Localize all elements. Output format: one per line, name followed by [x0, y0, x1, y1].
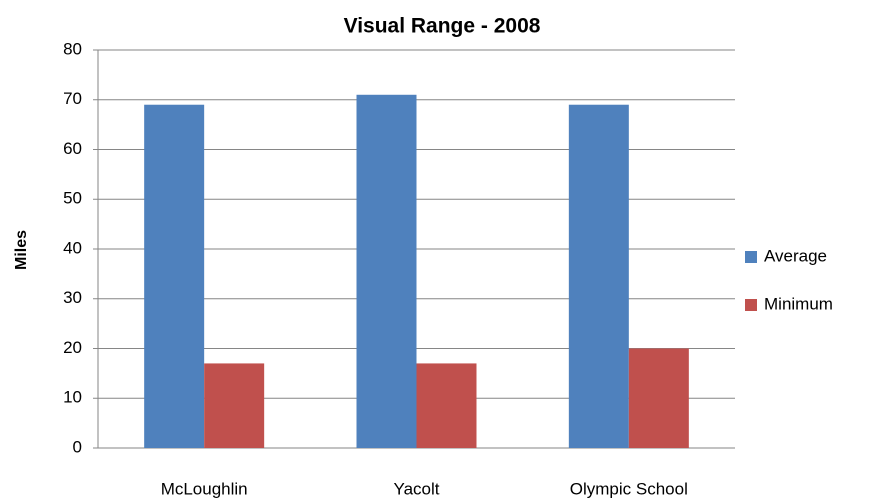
- legend-label: Minimum: [764, 294, 833, 313]
- bar: [416, 363, 477, 448]
- bar: [568, 104, 629, 448]
- bar: [628, 348, 689, 448]
- legend-label: Average: [764, 246, 827, 265]
- legend-swatch: [745, 299, 757, 311]
- y-tick-label: 70: [63, 89, 82, 108]
- y-tick-label: 40: [63, 238, 82, 257]
- y-tick-label: 10: [63, 388, 82, 407]
- y-axis-title: Miles: [13, 230, 30, 270]
- chart-title: Visual Range - 2008: [344, 15, 541, 38]
- bar: [144, 104, 205, 448]
- y-tick-label: 60: [63, 139, 82, 158]
- x-tick-label: Yacolt: [394, 479, 440, 498]
- legend-swatch: [745, 251, 757, 263]
- y-tick-label: 0: [73, 437, 82, 456]
- y-tick-label: 30: [63, 288, 82, 307]
- bar: [204, 363, 265, 448]
- x-tick-label: Olympic School: [570, 479, 688, 498]
- y-tick-label: 80: [63, 39, 82, 58]
- x-tick-label: McLoughlin: [161, 479, 248, 498]
- y-tick-label: 20: [63, 338, 82, 357]
- y-tick-label: 50: [63, 189, 82, 208]
- bar: [356, 94, 417, 449]
